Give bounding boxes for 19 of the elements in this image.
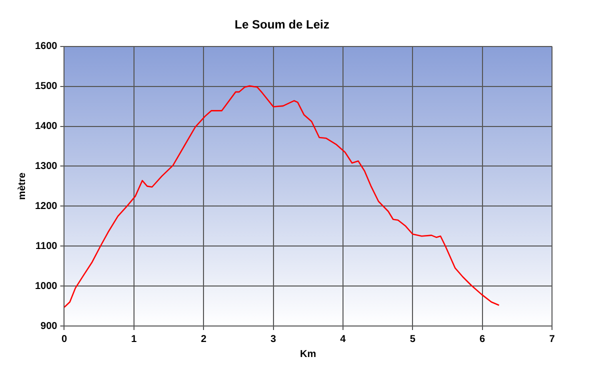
chart-title: Le Soum de Leiz (234, 18, 330, 32)
y-tick-label: 1100 (36, 240, 58, 252)
x-tick-label: 1 (131, 334, 138, 345)
y-tick-label: 1300 (34, 160, 58, 172)
x-tick-label: 7 (549, 334, 556, 345)
y-tick-label: 1500 (34, 81, 58, 92)
x-tick-label: 4 (340, 334, 346, 345)
x-tick-label: 2 (200, 334, 207, 345)
y-tick-label: 1400 (34, 121, 58, 132)
y-axis-title: mètre (16, 172, 28, 200)
y-tick-label: 900 (40, 320, 58, 332)
x-tick-label: 5 (410, 334, 416, 345)
y-tick-label: 1600 (34, 41, 58, 52)
x-tick-label: 3 (270, 334, 276, 345)
x-tick-label: 6 (480, 334, 486, 345)
y-tick-label: 1000 (34, 280, 58, 292)
x-tick-label: 0 (61, 334, 68, 345)
x-axis-title: Km (300, 348, 316, 360)
y-tick-label: 1200 (34, 200, 58, 212)
